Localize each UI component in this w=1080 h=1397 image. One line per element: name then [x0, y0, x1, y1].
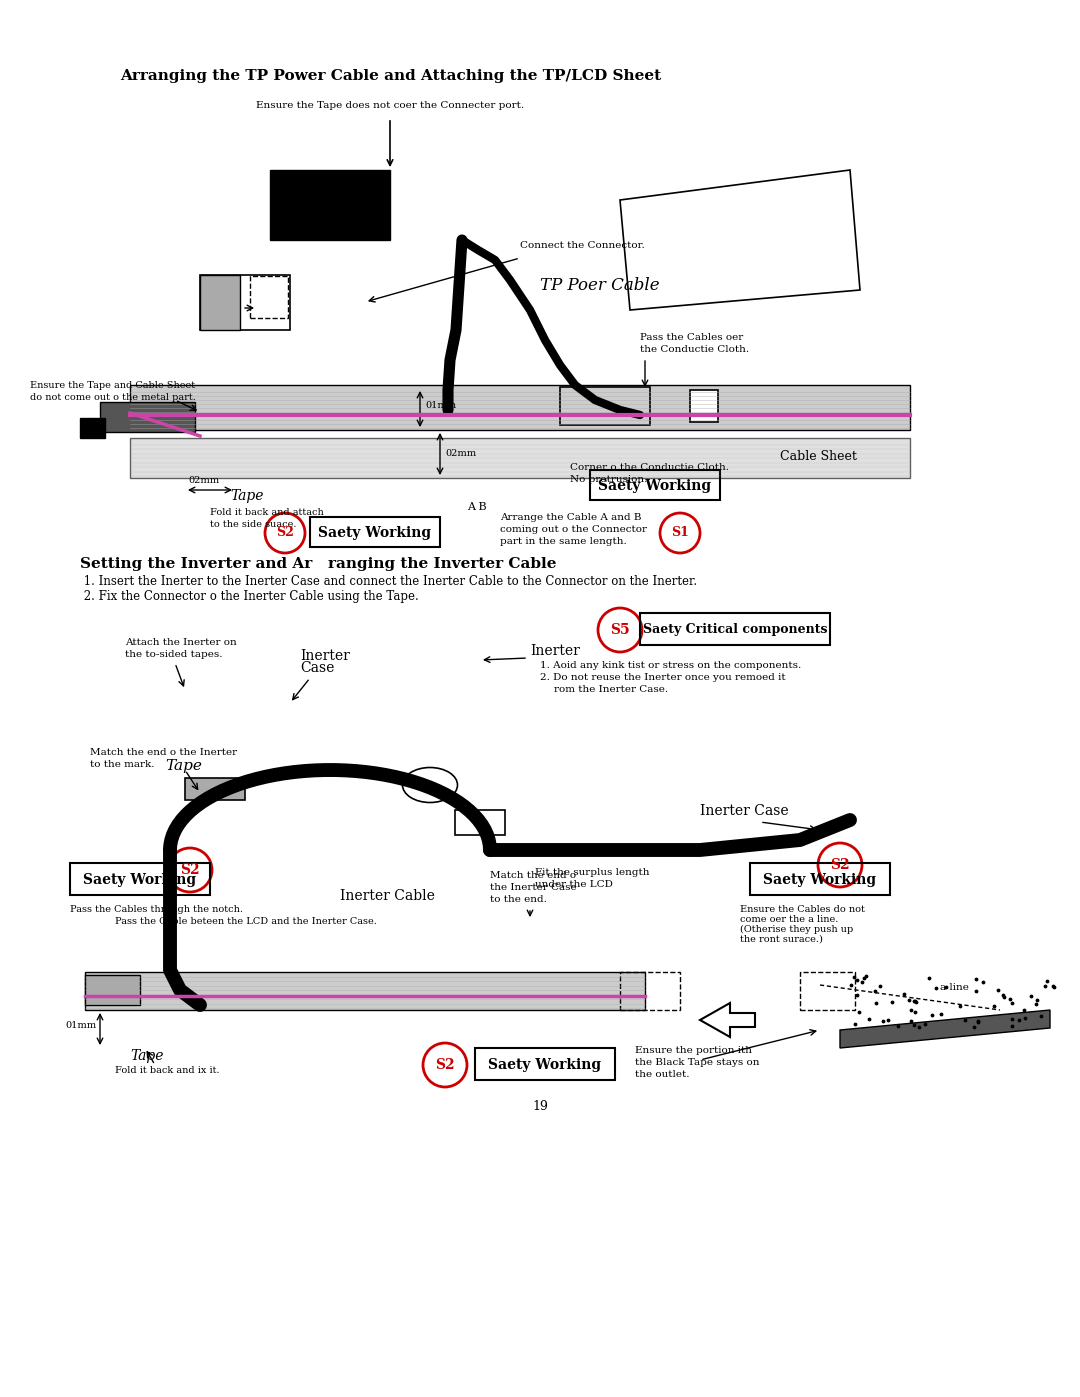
- Text: Attach the Inerter on: Attach the Inerter on: [125, 638, 237, 647]
- Bar: [270, 170, 390, 240]
- Text: Tape: Tape: [230, 489, 264, 503]
- Bar: [80, 418, 105, 439]
- Text: 02mm: 02mm: [188, 476, 219, 485]
- Text: Arrange the Cable A and B: Arrange the Cable A and B: [500, 513, 642, 522]
- Bar: [130, 386, 910, 430]
- Bar: [640, 613, 831, 645]
- Text: Inerter Case: Inerter Case: [700, 805, 788, 819]
- Text: Fit the surplus length: Fit the surplus length: [535, 868, 649, 877]
- Text: S2: S2: [435, 1058, 455, 1071]
- Bar: [590, 469, 720, 500]
- Text: Saety Critical components: Saety Critical components: [643, 623, 827, 637]
- Text: the Black Tape stays on: the Black Tape stays on: [635, 1058, 759, 1067]
- Polygon shape: [840, 1010, 1050, 1048]
- Bar: [249, 277, 288, 319]
- Text: Inerter Cable: Inerter Cable: [340, 888, 435, 902]
- Text: (Otherise they push up: (Otherise they push up: [740, 925, 853, 935]
- Text: Saety Working: Saety Working: [83, 873, 197, 887]
- Bar: [561, 387, 650, 425]
- Text: S1: S1: [671, 527, 689, 539]
- Bar: [200, 275, 240, 330]
- Text: the Inerter Case: the Inerter Case: [490, 883, 577, 893]
- Text: Ensure the Tape and Cable Sheet: Ensure the Tape and Cable Sheet: [30, 381, 195, 390]
- Bar: [620, 972, 680, 1010]
- Text: 2. Fix the Connector o the Inerter Cable using the Tape.: 2. Fix the Connector o the Inerter Cable…: [80, 590, 419, 604]
- Text: Ensure the portion ith: Ensure the portion ith: [635, 1046, 752, 1055]
- Text: Corner o the Conductie Cloth.: Corner o the Conductie Cloth.: [570, 462, 729, 472]
- Text: Inerter: Inerter: [530, 644, 580, 658]
- Bar: [130, 439, 910, 478]
- Bar: [185, 778, 245, 800]
- Text: Arranging the TP Power Cable and Attaching the TP/LCD Sheet: Arranging the TP Power Cable and Attachi…: [120, 68, 661, 82]
- Text: 1. Insert the Inerter to the Inerter Case and connect the Inerter Cable to the C: 1. Insert the Inerter to the Inerter Cas…: [80, 576, 697, 588]
- Text: the outlet.: the outlet.: [635, 1070, 689, 1078]
- Text: Fold it back and ix it.: Fold it back and ix it.: [114, 1066, 219, 1076]
- Polygon shape: [700, 1003, 755, 1037]
- Text: to the end.: to the end.: [490, 895, 546, 904]
- Text: Setting the Inverter and Ar   ranging the Inverter Cable: Setting the Inverter and Ar ranging the …: [80, 557, 556, 571]
- Text: S2: S2: [180, 863, 200, 877]
- Text: A B: A B: [467, 502, 487, 511]
- Text: 19: 19: [532, 1099, 548, 1113]
- Text: the Conductie Cloth.: the Conductie Cloth.: [640, 345, 750, 353]
- Text: Cable Sheet: Cable Sheet: [780, 450, 856, 462]
- Bar: [455, 810, 505, 835]
- Text: 02mm: 02mm: [445, 448, 476, 458]
- Text: Saety Working: Saety Working: [598, 479, 712, 493]
- Ellipse shape: [403, 767, 458, 802]
- Bar: [85, 972, 645, 1010]
- Text: Saety Working: Saety Working: [764, 873, 877, 887]
- Text: rom the Inerter Case.: rom the Inerter Case.: [554, 685, 669, 694]
- Bar: [800, 972, 855, 1010]
- Bar: [70, 863, 210, 895]
- Text: Tape: Tape: [130, 1049, 163, 1063]
- Text: Pass the Cables through the notch.: Pass the Cables through the notch.: [70, 905, 243, 914]
- Text: coming out o the Connector: coming out o the Connector: [500, 525, 647, 534]
- Text: under the LCD: under the LCD: [535, 880, 612, 888]
- Text: to the mark.: to the mark.: [90, 760, 154, 768]
- Text: S5: S5: [610, 623, 630, 637]
- Bar: [310, 517, 440, 548]
- Text: the to-sided tapes.: the to-sided tapes.: [125, 650, 222, 659]
- Text: Fold it back and attach: Fold it back and attach: [210, 509, 324, 517]
- Text: Match the end o: Match the end o: [490, 870, 576, 880]
- Text: Saety Working: Saety Working: [319, 527, 432, 541]
- Text: Pass the Cables oer: Pass the Cables oer: [640, 332, 743, 342]
- Text: Pass the Cable beteen the LCD and the Inerter Case.: Pass the Cable beteen the LCD and the In…: [114, 916, 377, 926]
- Bar: [85, 975, 140, 1004]
- Text: the ront surace.): the ront surace.): [740, 935, 823, 944]
- Text: Match the end o the Inerter: Match the end o the Inerter: [90, 747, 238, 757]
- Text: 2. Do not reuse the Inerter once you remoed it: 2. Do not reuse the Inerter once you rem…: [540, 673, 785, 682]
- Text: No protrusion.: No protrusion.: [570, 475, 647, 483]
- Bar: [475, 1048, 615, 1080]
- Text: Tape: Tape: [165, 759, 202, 773]
- Text: Inerter: Inerter: [300, 650, 350, 664]
- Text: Ensure the Tape does not coer the Connecter port.: Ensure the Tape does not coer the Connec…: [256, 101, 524, 110]
- Text: come oer the a line.: come oer the a line.: [740, 915, 838, 923]
- Text: 01mm: 01mm: [426, 401, 456, 409]
- Bar: [100, 402, 195, 432]
- Text: part in the same length.: part in the same length.: [500, 536, 626, 546]
- Bar: [690, 390, 718, 422]
- Bar: [200, 275, 291, 330]
- Text: Saety Working: Saety Working: [488, 1058, 602, 1071]
- Text: 01mm: 01mm: [65, 1021, 96, 1030]
- Text: S2: S2: [276, 527, 294, 539]
- Text: do not come out o the metal part.: do not come out o the metal part.: [30, 393, 195, 402]
- Text: to the side suace.: to the side suace.: [210, 520, 297, 529]
- Text: TP Poer Cable: TP Poer Cable: [540, 277, 660, 293]
- Bar: [750, 863, 890, 895]
- Text: 1. Aoid any kink tist or stress on the components.: 1. Aoid any kink tist or stress on the c…: [540, 661, 801, 671]
- Text: Case: Case: [300, 661, 335, 675]
- Text: Connect the Connector.: Connect the Connector.: [519, 242, 645, 250]
- Text: S2: S2: [831, 858, 850, 872]
- Text: Ensure the Cables do not: Ensure the Cables do not: [740, 905, 865, 914]
- Text: a line: a line: [940, 983, 969, 992]
